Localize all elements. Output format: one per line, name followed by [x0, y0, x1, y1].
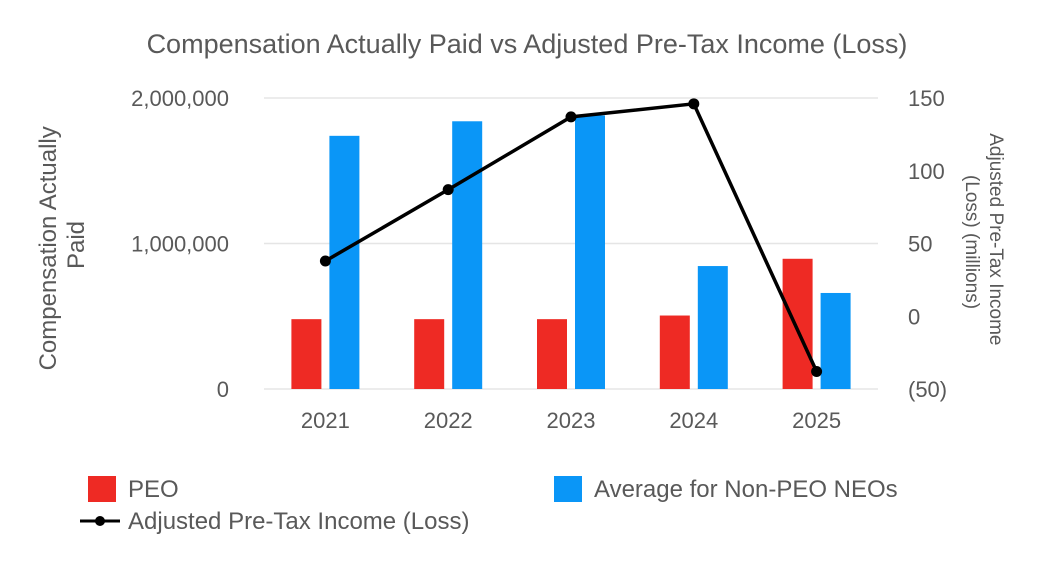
x-tick-label: 2024 [669, 408, 718, 433]
y-axis-title-line-2: Paid [63, 221, 90, 269]
bar-non-peo [697, 266, 728, 389]
income-point [442, 184, 454, 196]
bar-non-peo [575, 115, 605, 390]
y-tick-label: 2,000,000 [131, 86, 229, 111]
legend-label-peo: PEO [128, 476, 179, 503]
income-line-path [324, 102, 819, 373]
bar-peo [537, 319, 567, 389]
y2-tick-label: (50) [908, 377, 947, 402]
income-line [319, 98, 823, 378]
income-point [319, 255, 331, 267]
bar-peo [782, 258, 813, 389]
y-tick-label: 1,000,000 [131, 232, 229, 257]
bar-non-peo [820, 292, 851, 389]
x-tick-label: 2021 [301, 408, 350, 433]
y2-tick-label: 50 [908, 232, 932, 257]
bar-peo [291, 319, 322, 389]
y-tick-label: 0 [217, 377, 229, 402]
legend: PEO Average for Non-PEO NEOs Adjusted Pr… [80, 476, 898, 535]
x-axis-ticks: 2021 2022 2023 2024 2025 [301, 408, 841, 433]
y2-axis-title-line-2: (Loss) (millions) [961, 175, 982, 309]
bar-peo [659, 315, 690, 389]
bar-non-peo [329, 135, 360, 389]
income-point [565, 111, 577, 123]
income-point [811, 366, 823, 378]
y2-axis-title: Adjusted Pre-Tax Income (Loss) (millions… [961, 133, 1006, 351]
y2-tick-label: 150 [908, 86, 945, 111]
gridlines [264, 97, 878, 390]
legend-swatch-peo [88, 476, 116, 502]
y-axis-ticks: 0 1,000,000 2,000,000 [131, 86, 229, 402]
y2-tick-label: 100 [908, 159, 945, 184]
x-tick-label: 2022 [424, 408, 473, 433]
y-axis-title-line-1: Compensation Actually [35, 126, 62, 370]
chart-title: Compensation Actually Paid vs Adjusted P… [147, 29, 908, 59]
y-axis-title: Compensation Actually Paid [35, 120, 90, 371]
bar-non-peo [452, 121, 483, 389]
legend-marker-income [95, 516, 105, 526]
legend-label-non-peo: Average for Non-PEO NEOs [594, 476, 898, 503]
x-tick-label: 2023 [547, 408, 596, 433]
bars [291, 115, 851, 390]
legend-label-income: Adjusted Pre-Tax Income (Loss) [128, 508, 469, 535]
legend-swatch-non-peo [554, 476, 582, 502]
y2-axis-ticks: (50) 0 50 100 150 [908, 86, 947, 402]
y2-axis-title-line-1: Adjusted Pre-Tax Income [985, 133, 1006, 345]
bar-peo [414, 319, 445, 389]
x-tick-label: 2025 [792, 408, 841, 433]
income-point [688, 98, 700, 110]
y2-tick-label: 0 [908, 304, 920, 329]
